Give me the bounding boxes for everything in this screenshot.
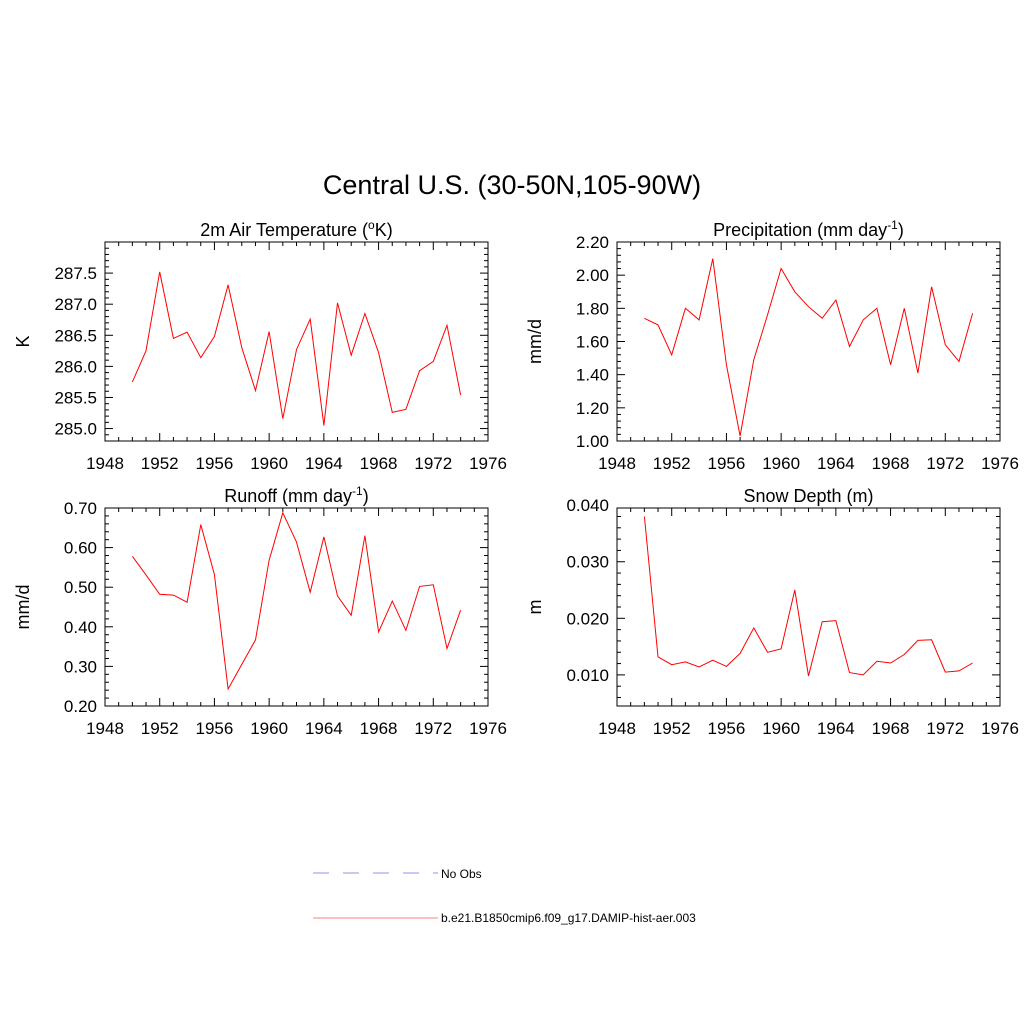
panel-1-ytick-label: 285.0 bbox=[54, 420, 97, 439]
panel-2-ytick-label: 2.00 bbox=[576, 266, 609, 285]
panel-4-series-line bbox=[643, 516, 973, 677]
panel-4-xtick-label: 1972 bbox=[926, 719, 964, 738]
panel-2-ytick-label: 2.20 bbox=[576, 233, 609, 252]
panel-1-ytick-label: 287.5 bbox=[54, 264, 97, 283]
panel-4-title: Snow Depth (m) bbox=[743, 486, 873, 506]
legend-label-no-obs: No Obs bbox=[441, 867, 482, 881]
panel-3-title: Runoff (mm day-1) bbox=[224, 484, 368, 506]
panel-1-xtick-label: 1964 bbox=[305, 454, 343, 473]
panel-3-xtick-label: 1956 bbox=[196, 719, 234, 738]
panel-1-xtick-label: 1956 bbox=[196, 454, 234, 473]
panel-1-series-line bbox=[131, 271, 462, 426]
panel-1-xtick-label: 1976 bbox=[469, 454, 507, 473]
panel-2-xtick-label: 1952 bbox=[653, 454, 691, 473]
panel-4-ytick-label: 0.020 bbox=[566, 609, 609, 628]
panel-2-xtick-label: 1976 bbox=[981, 454, 1019, 473]
panel-1-xtick-label: 1960 bbox=[250, 454, 288, 473]
panel-2-xtick-label: 1964 bbox=[817, 454, 855, 473]
panel-1-xtick-label: 1952 bbox=[141, 454, 179, 473]
panel-2-frame bbox=[616, 241, 1001, 442]
panel-4-ytick-label: 0.010 bbox=[566, 666, 609, 685]
panel-3-xtick-label: 1952 bbox=[141, 719, 179, 738]
panel-2-xtick-label: 1968 bbox=[872, 454, 910, 473]
panel-1-ytick-label: 286.5 bbox=[54, 326, 97, 345]
panel-1-ytick-label: 286.0 bbox=[54, 357, 97, 376]
panel-4-xtick-label: 1976 bbox=[981, 719, 1019, 738]
panel-3-ytick-label: 0.40 bbox=[64, 618, 97, 637]
panel-3-series-line bbox=[131, 511, 462, 691]
panel-1-ylabel: K bbox=[13, 335, 33, 347]
panel-2-ytick-label: 1.40 bbox=[576, 366, 609, 385]
panel-3-xtick-label: 1972 bbox=[414, 719, 452, 738]
panel-3-xtick-label: 1964 bbox=[305, 719, 343, 738]
panel-3-ytick-label: 0.60 bbox=[64, 539, 97, 558]
panel-2-ytick-label: 1.20 bbox=[576, 399, 609, 418]
panel-4-xtick-label: 1952 bbox=[653, 719, 691, 738]
panel-2-title: Precipitation (mm day-1) bbox=[713, 218, 904, 240]
panel-2-ylabel: mm/d bbox=[525, 319, 545, 364]
panel-2-xtick-label: 1948 bbox=[598, 454, 636, 473]
panel-2-ytick-label: 1.60 bbox=[576, 333, 609, 352]
panel-1-ytick-label: 285.5 bbox=[54, 388, 97, 407]
panel-4-xtick-label: 1956 bbox=[708, 719, 746, 738]
panel-4-xtick-label: 1960 bbox=[762, 719, 800, 738]
figure-title: Central U.S. (30-50N,105-90W) bbox=[322, 170, 702, 200]
panel-4-xtick-label: 1964 bbox=[817, 719, 855, 738]
panel-1-frame bbox=[104, 241, 489, 442]
panel-3-frame bbox=[104, 507, 489, 707]
panel-3-ylabel: mm/d bbox=[13, 585, 33, 630]
panel-3-xtick-label: 1976 bbox=[469, 719, 507, 738]
panel-4-ytick-label: 0.040 bbox=[566, 496, 609, 515]
panel-4-frame bbox=[616, 507, 1001, 707]
panel-4-xtick-label: 1948 bbox=[598, 719, 636, 738]
panel-3-ytick-label: 0.50 bbox=[64, 578, 97, 597]
panel-2-series-line bbox=[644, 258, 974, 437]
panel-3-xtick-label: 1948 bbox=[86, 719, 124, 738]
panel-2-xtick-label: 1972 bbox=[926, 454, 964, 473]
panel-2-xtick-label: 1960 bbox=[762, 454, 800, 473]
panel-1-xtick-label: 1968 bbox=[360, 454, 398, 473]
panel-3-xtick-label: 1968 bbox=[360, 719, 398, 738]
panel-4-ytick-label: 0.030 bbox=[566, 553, 609, 572]
panel-2-ytick-label: 1.00 bbox=[576, 432, 609, 451]
panel-3-xtick-label: 1960 bbox=[250, 719, 288, 738]
panel-1-xtick-label: 1972 bbox=[414, 454, 452, 473]
panel-2-ytick-label: 1.80 bbox=[576, 299, 609, 318]
panel-3-ytick-label: 0.30 bbox=[64, 657, 97, 676]
panel-3-ytick-label: 0.70 bbox=[64, 499, 97, 518]
panel-2-xtick-label: 1956 bbox=[708, 454, 746, 473]
panel-1-title: 2m Air Temperature (oK) bbox=[200, 218, 392, 240]
panel-3-ytick-label: 0.20 bbox=[64, 697, 97, 716]
panel-1-xtick-label: 1948 bbox=[86, 454, 124, 473]
panel-4-ylabel: m bbox=[525, 600, 545, 615]
panel-1-ytick-label: 287.0 bbox=[54, 295, 97, 314]
legend-label-model: b.e21.B1850cmip6.f09_g17.DAMIP-hist-aer.… bbox=[441, 911, 696, 925]
panel-4-xtick-label: 1968 bbox=[872, 719, 910, 738]
